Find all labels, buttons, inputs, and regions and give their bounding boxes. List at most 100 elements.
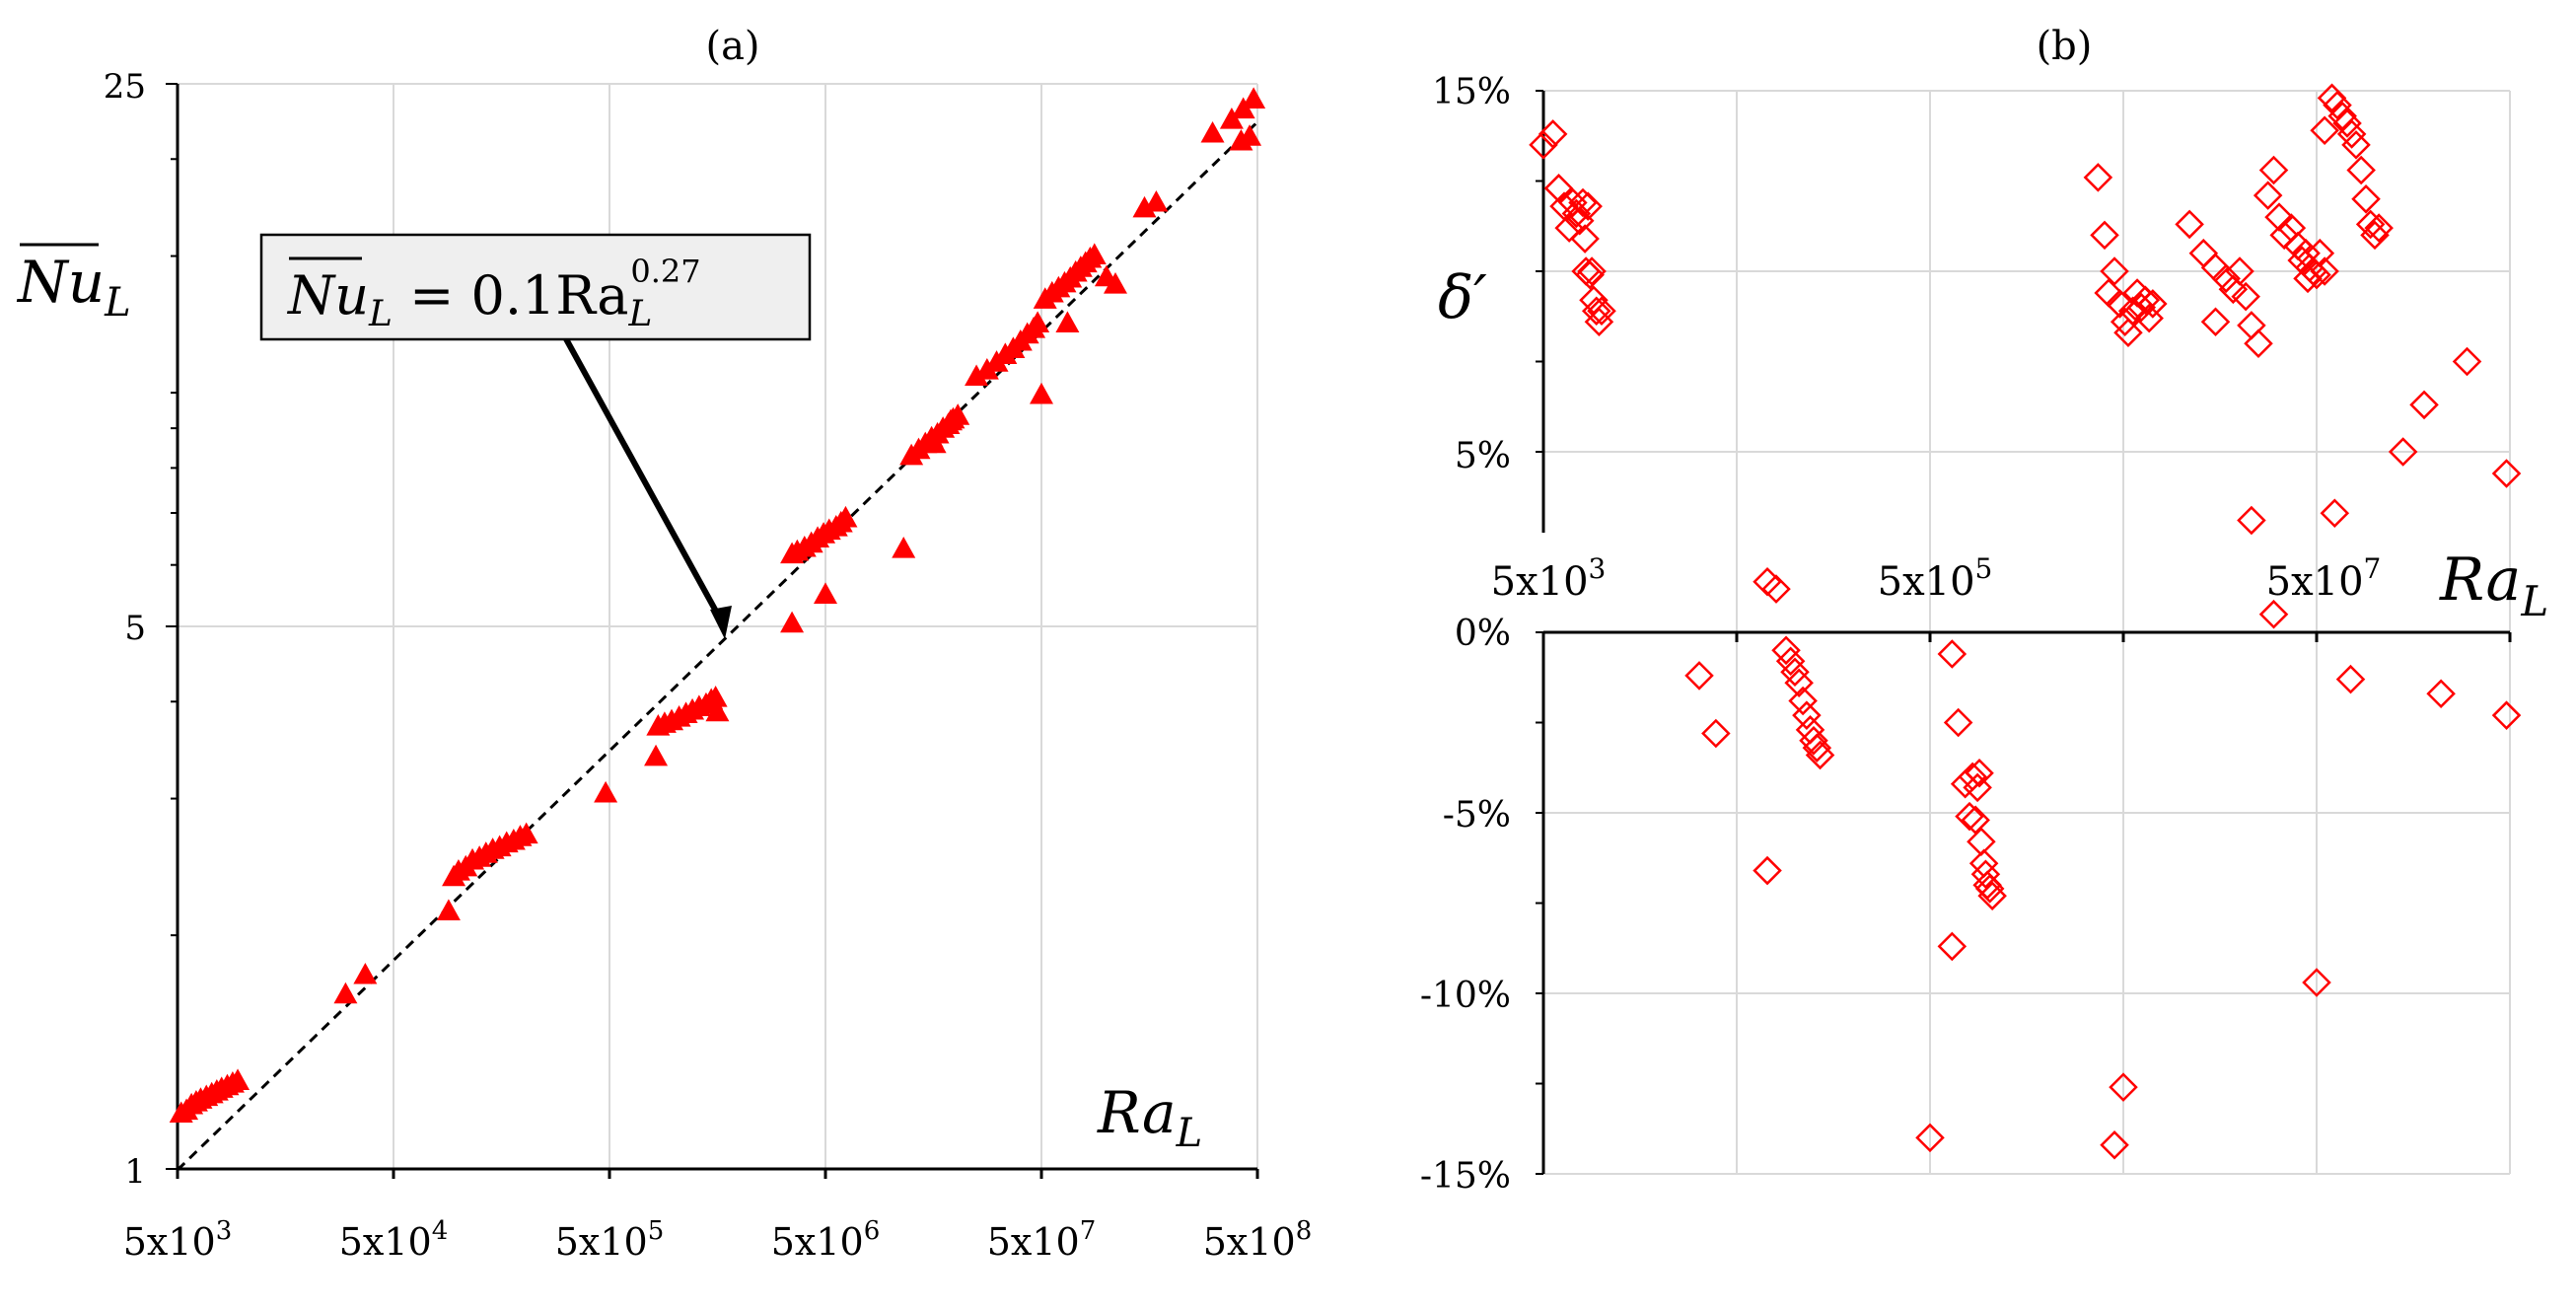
panel-b-data-point <box>1701 718 1731 749</box>
panel-a-title: (a) <box>705 24 759 69</box>
panel-b-data-point <box>2200 307 2231 337</box>
panel-b-data-point <box>1587 296 1616 327</box>
panel-b: (b) 15% 5% 0% -5% -10% -15% 5x103 5x105 … <box>1420 24 2548 1197</box>
panel-a-data-point <box>333 982 358 1004</box>
panel-b-data-point <box>2320 498 2350 528</box>
panel-a-data-point <box>922 431 947 454</box>
panel-a-data-point <box>1055 311 1080 332</box>
panel-a-data-point <box>892 537 916 558</box>
panel-b-data-point <box>2336 119 2367 149</box>
panel-a-data-point <box>1103 272 1127 294</box>
annotation-arrowhead <box>710 606 732 639</box>
panel-a-data-point <box>1144 189 1169 212</box>
panel-b-data-point <box>2138 289 2168 319</box>
panel-b-data-point <box>2317 83 2347 113</box>
panel-b-data-point <box>2258 599 2289 629</box>
panel-b-data-point <box>1955 801 1984 832</box>
panel-b-data-point <box>1753 566 1782 597</box>
panel-b-data-point <box>1577 256 1607 286</box>
panel-b-data-point <box>2237 505 2266 536</box>
panel-b-data-point <box>1802 733 1832 763</box>
panel-b-ytick-label: 5% <box>1455 436 1511 476</box>
panel-a-data-point <box>226 1068 250 1090</box>
panel-b-data-point <box>2302 259 2331 290</box>
panel-b-data-point <box>1543 174 1574 203</box>
panel-b-data-point <box>2188 238 2219 268</box>
panel-a-ytick-label: 5 <box>124 609 146 648</box>
panel-b-data-point <box>2100 256 2129 286</box>
panel-a-ytick-label: 25 <box>104 67 146 107</box>
panel-a-data-point <box>1242 87 1266 109</box>
panel-a-data-point <box>780 611 805 633</box>
panel-b-data-point <box>2364 213 2394 243</box>
panel-a-data-point <box>353 962 378 984</box>
annotation-box <box>259 233 812 341</box>
panel-b-data-point <box>2409 390 2439 420</box>
panel-b-data-point <box>2346 155 2376 185</box>
panel-b-data-point <box>1805 740 1835 770</box>
panel-b-data-point <box>2426 679 2456 708</box>
panel-b-ytick-label: -10% <box>1420 976 1511 1016</box>
panel-b-data-point <box>1570 224 1600 254</box>
panel-b-data-point <box>2237 311 2266 340</box>
panel-b-data-point <box>2211 263 2241 294</box>
panel-b-data-point <box>1977 881 2007 910</box>
panel-b-data-point <box>1915 1123 1945 1153</box>
panel-b-data-point <box>2090 220 2119 251</box>
panel-a-xtick-label: 5x107 <box>987 1216 1097 1264</box>
annotation-equation: NuL = 0.1RaL0.27 <box>286 253 701 334</box>
panel-a-data-point <box>1132 195 1157 218</box>
panel-a-ytick-label: 1 <box>124 1152 146 1192</box>
panel-b-data-point <box>1937 931 1968 962</box>
panel-b-data-point <box>2126 292 2157 323</box>
panel-b-data-point <box>1967 827 1996 857</box>
panel-b-data-point <box>2134 303 2164 333</box>
panel-b-data-point <box>1564 205 1595 236</box>
panel-b-data-point <box>2293 263 2323 294</box>
panel-b-data-point <box>1974 874 2005 904</box>
panel-b-data-point <box>2351 184 2381 214</box>
panel-b-data-point <box>2253 181 2283 210</box>
panel-b-data-point <box>2231 281 2260 312</box>
panel-a-xtick-label: 5x105 <box>555 1216 665 1264</box>
panel-b-ytick-label: 0% <box>1455 614 1511 654</box>
panel-a-data-point <box>833 505 858 528</box>
panel-b-data-point <box>1958 762 1987 792</box>
panel-b-data-point <box>1784 668 1814 698</box>
panel-a-xtick-label: 5x103 <box>123 1216 233 1264</box>
panel-b-data-point <box>2323 90 2352 120</box>
annotation-arrow <box>561 333 728 629</box>
panel-b-data-point <box>1943 707 1973 738</box>
panel-b-data-point <box>1573 191 1603 221</box>
panel-b-data-point <box>2225 256 2254 286</box>
panel-b-data-point <box>1538 119 1568 149</box>
panel-b-ytick-label: -15% <box>1420 1156 1511 1197</box>
panel-a-data-point <box>938 408 963 431</box>
panel-a-xtick-label: 5x108 <box>1203 1216 1313 1264</box>
panel-b-data-point <box>2335 664 2366 694</box>
panel-b-data-point <box>1775 646 1806 677</box>
panel-b-data-point <box>1561 198 1592 229</box>
panel-b-data-point <box>2130 285 2161 316</box>
panel-b-xlabel: RaL <box>2439 546 2548 625</box>
panel-b-xtick-label: 5x107 <box>2266 552 2382 605</box>
panel-a-data-point <box>703 686 728 707</box>
panel-b-data-point <box>2310 256 2339 286</box>
panel-b-data-point <box>2341 130 2371 160</box>
panel-a-data-point <box>436 899 461 921</box>
panel-b-xtick-label: 5x105 <box>1878 552 1993 605</box>
panel-a-data-point <box>1026 311 1050 332</box>
panel-b-data-point <box>2388 437 2418 467</box>
panel-a-data-point <box>594 780 618 803</box>
panel-b-data-point <box>2113 318 2143 347</box>
panel-b-ytick-label: -5% <box>1443 795 1511 836</box>
panel-a-xlabel: RaL <box>1097 1079 1202 1156</box>
panel-b-data-point <box>2258 155 2289 185</box>
panel-b-data-point <box>1965 758 1994 788</box>
panel-b-data-point <box>2355 209 2386 240</box>
panel-a-data-point <box>705 699 730 722</box>
panel-b-data-point <box>2452 346 2482 377</box>
panel-b-data-point <box>1937 639 1968 669</box>
